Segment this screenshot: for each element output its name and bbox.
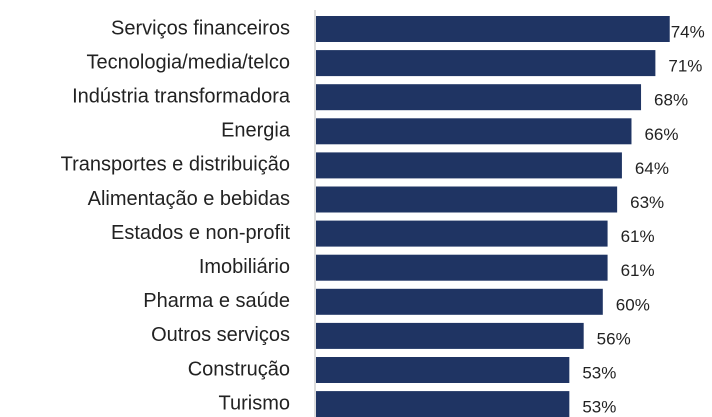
category-label: Energia <box>221 120 291 142</box>
category-label: Construção <box>188 358 290 380</box>
category-label: Estados e non-profit <box>111 222 290 244</box>
category-label: Tecnologia/media/telco <box>87 51 290 73</box>
value-label: 68% <box>654 91 688 110</box>
category-label: Pharma e saúde <box>143 290 290 312</box>
bar <box>316 50 656 77</box>
value-label: 63% <box>630 193 664 212</box>
category-label: Imobiliário <box>199 256 290 278</box>
value-label: 66% <box>644 125 678 144</box>
value-label: 56% <box>597 329 631 348</box>
category-label: Serviços financeiros <box>111 17 290 39</box>
bar <box>316 84 642 111</box>
bar <box>316 186 618 213</box>
bar <box>316 357 570 383</box>
category-label: Transportes e distribuição <box>61 154 290 176</box>
bar <box>316 152 622 179</box>
value-label: 60% <box>616 295 650 314</box>
bar <box>316 391 570 417</box>
bar <box>316 118 632 145</box>
bar <box>316 220 608 247</box>
value-label: 64% <box>635 159 669 178</box>
bar <box>316 322 584 349</box>
category-label: Alimentação e bebidas <box>88 188 290 210</box>
bar <box>316 288 603 315</box>
category-label: Outros serviços <box>151 324 290 346</box>
value-label: 71% <box>668 57 702 76</box>
value-label: 53% <box>582 363 616 382</box>
value-label: 74% <box>671 22 705 41</box>
bar <box>316 16 670 42</box>
value-label: 61% <box>621 227 655 246</box>
bar <box>316 254 608 281</box>
value-label: 53% <box>582 398 616 417</box>
category-label: Indústria transformadora <box>72 85 291 107</box>
value-label: 61% <box>621 261 655 280</box>
category-label: Turismo <box>219 392 290 414</box>
